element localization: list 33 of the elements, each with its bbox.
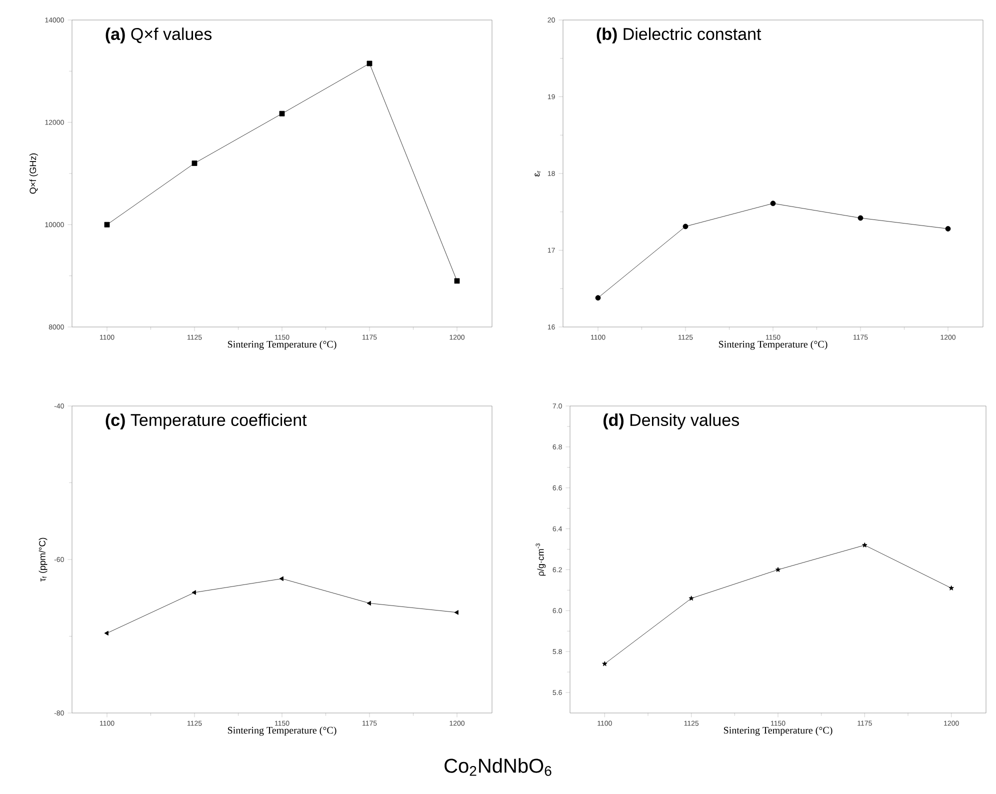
y-axis-title: ρ/g·cm$^{-3}$ bbox=[536, 544, 546, 576]
point bbox=[192, 160, 198, 166]
point bbox=[770, 200, 776, 206]
point bbox=[688, 596, 694, 601]
chart-title: (c) Temperature coefficient bbox=[106, 414, 307, 430]
y-axis-title: Q×f (GHz) bbox=[29, 153, 38, 194]
point bbox=[775, 567, 781, 572]
point bbox=[948, 585, 954, 590]
point bbox=[682, 224, 688, 230]
point bbox=[104, 222, 110, 228]
point bbox=[366, 60, 372, 66]
x-axis-title: Sintering Temperature (°C) bbox=[718, 340, 828, 350]
point bbox=[454, 278, 460, 284]
point bbox=[862, 542, 868, 548]
point bbox=[279, 576, 284, 582]
point bbox=[366, 600, 371, 606]
x-axis-title: Sintering Temperature (°C) bbox=[228, 726, 336, 736]
chart-title: (b) Dielectric constant bbox=[596, 28, 762, 44]
point bbox=[454, 610, 458, 615]
point bbox=[192, 590, 196, 595]
chart-title: (a) Q×f values bbox=[106, 28, 212, 44]
point bbox=[279, 110, 285, 116]
point bbox=[945, 226, 951, 232]
point bbox=[595, 295, 601, 301]
point bbox=[104, 630, 108, 636]
y-axis-title: τ$_{f}$ (ppm/°C) bbox=[38, 538, 48, 582]
text: Co$_{2}$NdNbO$_{6}$ bbox=[444, 758, 552, 776]
point bbox=[858, 215, 864, 221]
x-axis-title: Sintering Temperature (°C) bbox=[228, 340, 336, 350]
point bbox=[602, 661, 608, 666]
x-axis-title: Sintering Temperature (°C) bbox=[724, 726, 832, 736]
y-axis-title: ε$_{r}$ bbox=[534, 170, 541, 176]
chart-title: (d) Density values bbox=[604, 414, 739, 430]
